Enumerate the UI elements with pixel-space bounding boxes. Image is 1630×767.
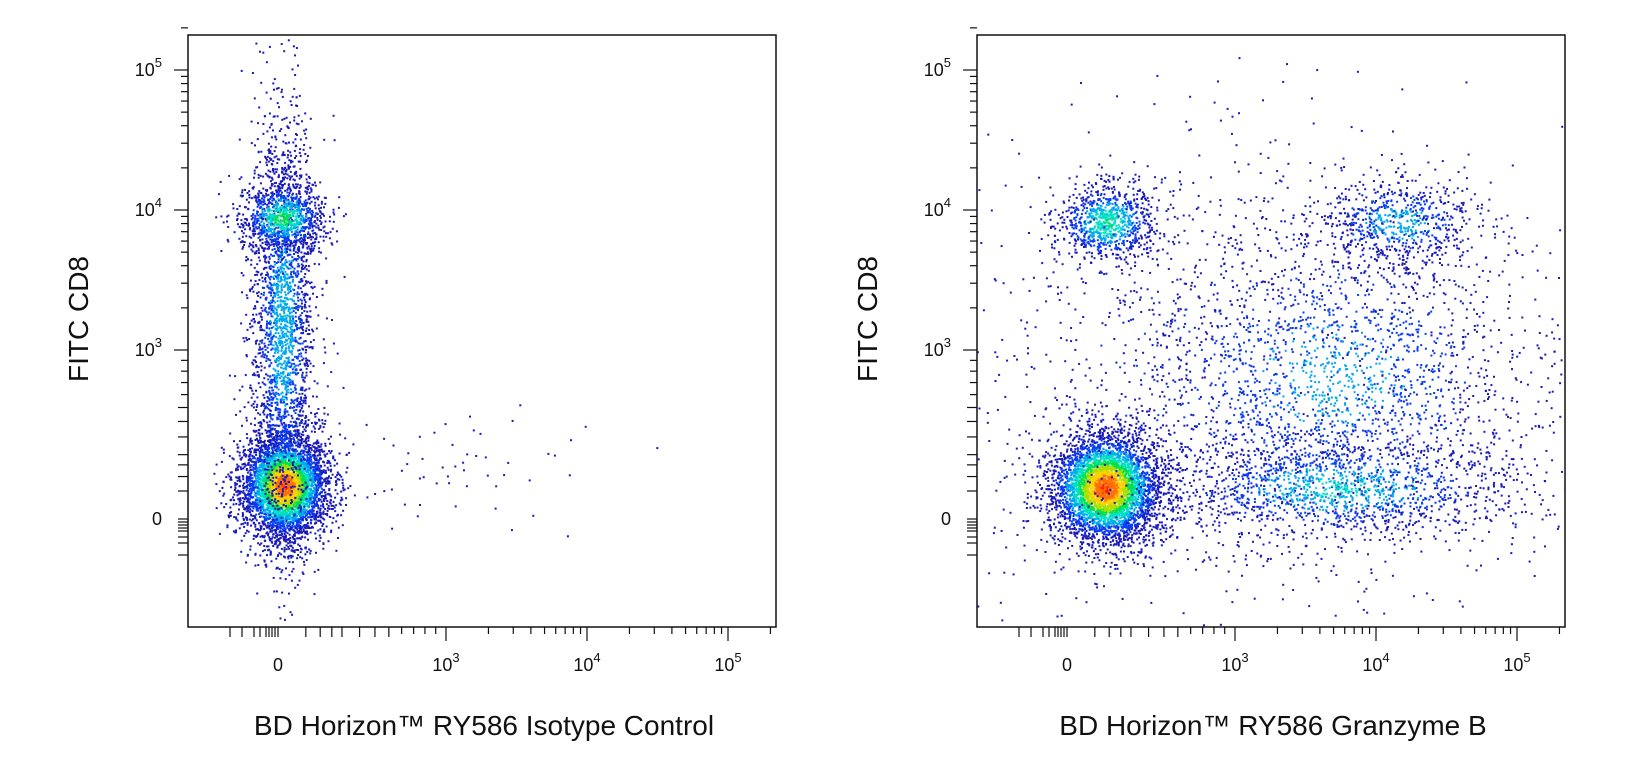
plot-panel-2: 0 103 104 105 0 103 104 105 BD Horizon™ RY586 Gr… (852, 27, 1566, 741)
y-tick-label: 0 (941, 509, 951, 529)
y-tick-label: 104 (135, 195, 162, 220)
x-tick-label: 103 (1221, 650, 1248, 675)
population-cluster (215, 161, 347, 276)
population-cluster (1223, 152, 1518, 287)
y-tick-label: 105 (135, 55, 162, 80)
x-tick-label: 105 (1503, 650, 1530, 675)
y-axis-label: FITC CD8 (852, 256, 883, 382)
population-cluster (213, 394, 356, 577)
y-axis: 0 103 104 105 (135, 27, 188, 556)
x-axis-label: BD Horizon™ RY586 Isotype Control (254, 710, 714, 741)
y-tick-label: 105 (924, 55, 951, 80)
y-axis-label: FITC CD8 (63, 256, 94, 382)
plot-frame (976, 34, 1566, 628)
population-cluster (271, 404, 659, 538)
plot-frame (187, 34, 777, 628)
population-cluster (1029, 154, 1182, 280)
x-tick-label: 104 (573, 650, 600, 675)
y-tick-label: 0 (152, 509, 162, 529)
population-cluster (1002, 395, 1201, 589)
x-axis-label: BD Horizon™ RY586 Granzyme B (1059, 710, 1486, 741)
x-tick-label: 104 (1362, 650, 1389, 675)
plot-panel-1: 0 103 104 105 0 103 104 105 BD Horizon™ RY586 Is… (63, 27, 777, 741)
y-axis: 0 103 104 105 (924, 27, 977, 556)
x-tick-label: 0 (273, 655, 283, 675)
y-tick-label: 103 (924, 335, 951, 360)
x-tick-label: 103 (432, 650, 459, 675)
population-cluster (977, 57, 1554, 626)
population-cluster (227, 39, 346, 621)
x-tick-label: 105 (714, 650, 741, 675)
x-tick-label: 0 (1062, 655, 1072, 675)
population-cluster (993, 97, 1565, 627)
x-axis: 0 103 104 105 (229, 627, 772, 675)
y-tick-label: 104 (924, 195, 951, 220)
y-tick-label: 103 (135, 335, 162, 360)
population-cluster (1014, 408, 1565, 563)
event-dots (977, 57, 1565, 627)
event-dots (213, 39, 659, 621)
x-axis: 0 103 104 105 (1018, 627, 1561, 675)
